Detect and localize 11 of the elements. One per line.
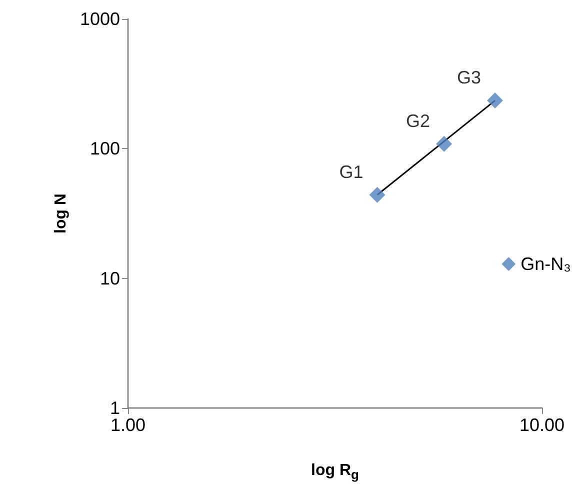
data-label: G1 xyxy=(339,162,364,182)
legend-label: Gn-N₃ xyxy=(520,254,572,274)
data-label: G3 xyxy=(457,68,482,88)
y-tick-label: 1000 xyxy=(80,9,120,29)
data-label: G2 xyxy=(406,110,430,131)
x-tick-label: 10.00 xyxy=(519,415,565,435)
y-tick-label: 1 xyxy=(110,398,120,418)
x-tick-label: 1.00 xyxy=(110,415,146,435)
y-axis-title: log N xyxy=(52,194,70,234)
y-tick-label: 10 xyxy=(100,268,120,288)
y-tick-label: 100 xyxy=(90,138,120,159)
